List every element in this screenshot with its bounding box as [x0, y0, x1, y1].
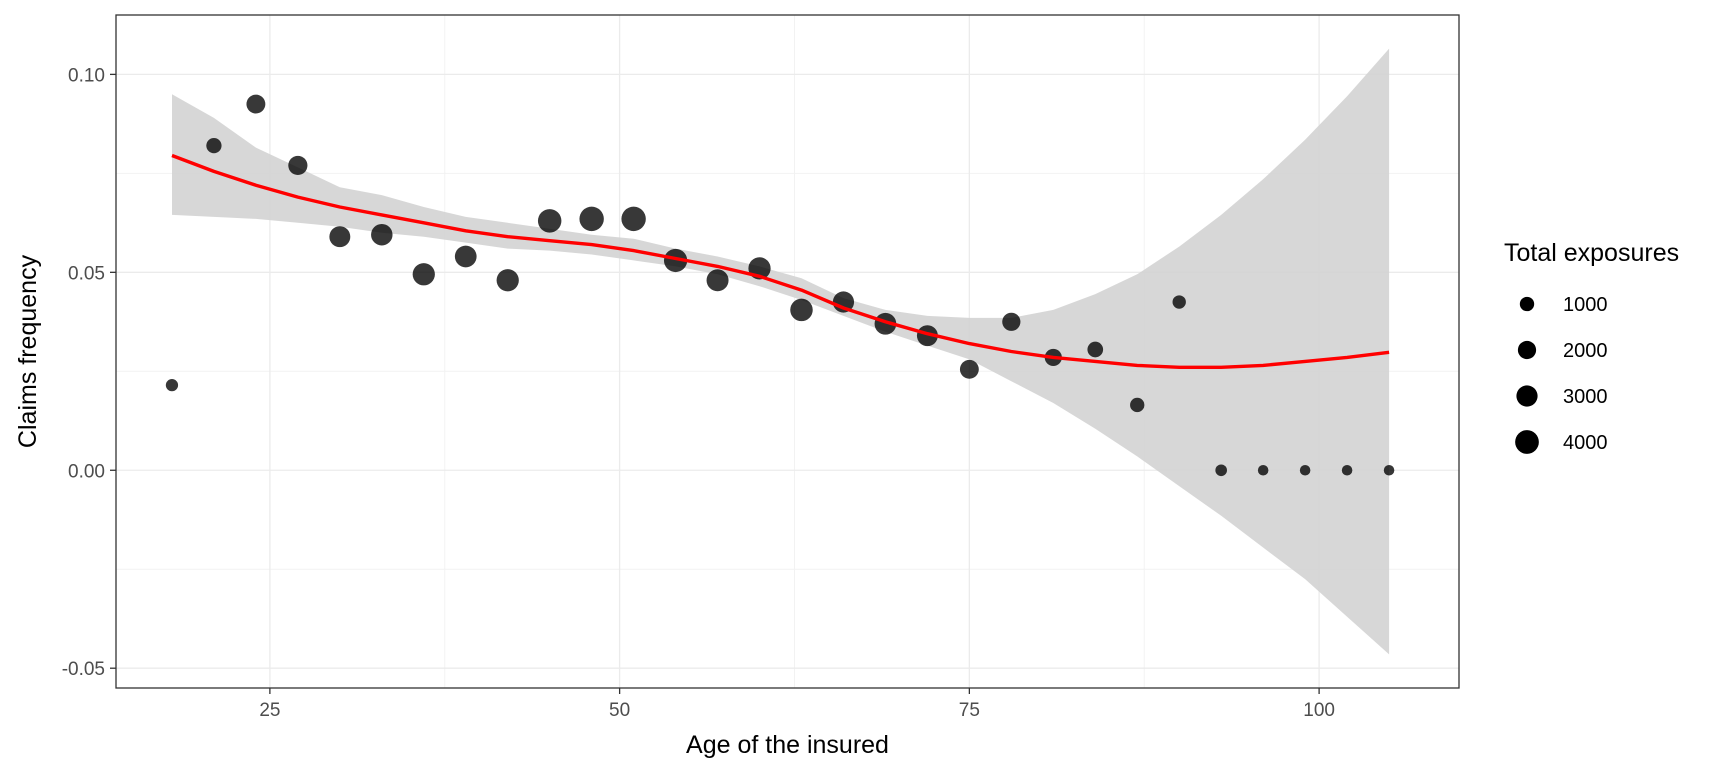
data-point [1130, 397, 1145, 413]
y-tick-label: 0.00 [68, 461, 105, 482]
data-point [663, 248, 688, 273]
data-point [537, 209, 562, 233]
data-point [1299, 464, 1311, 476]
confidence-band [172, 48, 1390, 655]
x-tick-label: 75 [959, 700, 980, 721]
x-tick-label: 100 [1303, 700, 1335, 721]
legend-key-point [1519, 296, 1535, 312]
data-point [329, 226, 351, 248]
data-point [1341, 464, 1353, 476]
legend-key-point [1515, 430, 1539, 454]
y-tick-label: 0.05 [68, 263, 105, 284]
x-tick-labels: 25 50 75 100 [259, 700, 1335, 721]
y-axis-title: Claims frequency [14, 254, 42, 448]
data-point [165, 379, 179, 392]
y-tick-label: 0.10 [68, 65, 105, 86]
y-tick-label: -0.05 [62, 659, 105, 680]
legend-items: 1000 2000 3000 4000 [1515, 294, 1608, 454]
legend-label: 2000 [1563, 340, 1608, 362]
data-point [496, 269, 519, 292]
legend: Total exposures 1000 2000 3000 4000 [1504, 239, 1679, 454]
minor-grid [116, 15, 1459, 688]
data-point [206, 138, 222, 154]
x-axis-title: Age of the insured [686, 731, 889, 759]
data-point [246, 94, 266, 114]
data-point [288, 155, 308, 176]
panel-border [115, 14, 1460, 689]
data-point [790, 298, 813, 322]
legend-label: 4000 [1563, 432, 1608, 454]
legend-key-point [1517, 340, 1537, 360]
x-tick-label: 25 [259, 700, 280, 721]
data-point [579, 206, 604, 232]
data-point [959, 359, 979, 379]
data-point [1257, 464, 1269, 476]
data-point [454, 245, 477, 268]
data-point [371, 223, 393, 246]
smooth-trend-line [171, 153, 1390, 369]
axis-ticks [110, 73, 1320, 694]
y-tick-labels: -0.05 0.00 0.05 0.10 [62, 65, 105, 680]
data-point [916, 325, 938, 347]
x-tick-label: 50 [609, 700, 630, 721]
data-point [412, 263, 435, 286]
data-point [1383, 464, 1395, 476]
data-point [621, 206, 646, 232]
data-point [1215, 464, 1227, 477]
data-point [706, 269, 729, 292]
data-point [1002, 312, 1021, 331]
legend-label: 3000 [1563, 386, 1608, 408]
smooth-line [171, 153, 1390, 369]
data-point [1087, 341, 1104, 358]
legend-label: 1000 [1563, 294, 1608, 316]
confidence-band-area [172, 48, 1390, 655]
legend-title: Total exposures [1504, 239, 1679, 267]
data-point [1172, 295, 1186, 309]
legend-key-point [1516, 385, 1538, 407]
